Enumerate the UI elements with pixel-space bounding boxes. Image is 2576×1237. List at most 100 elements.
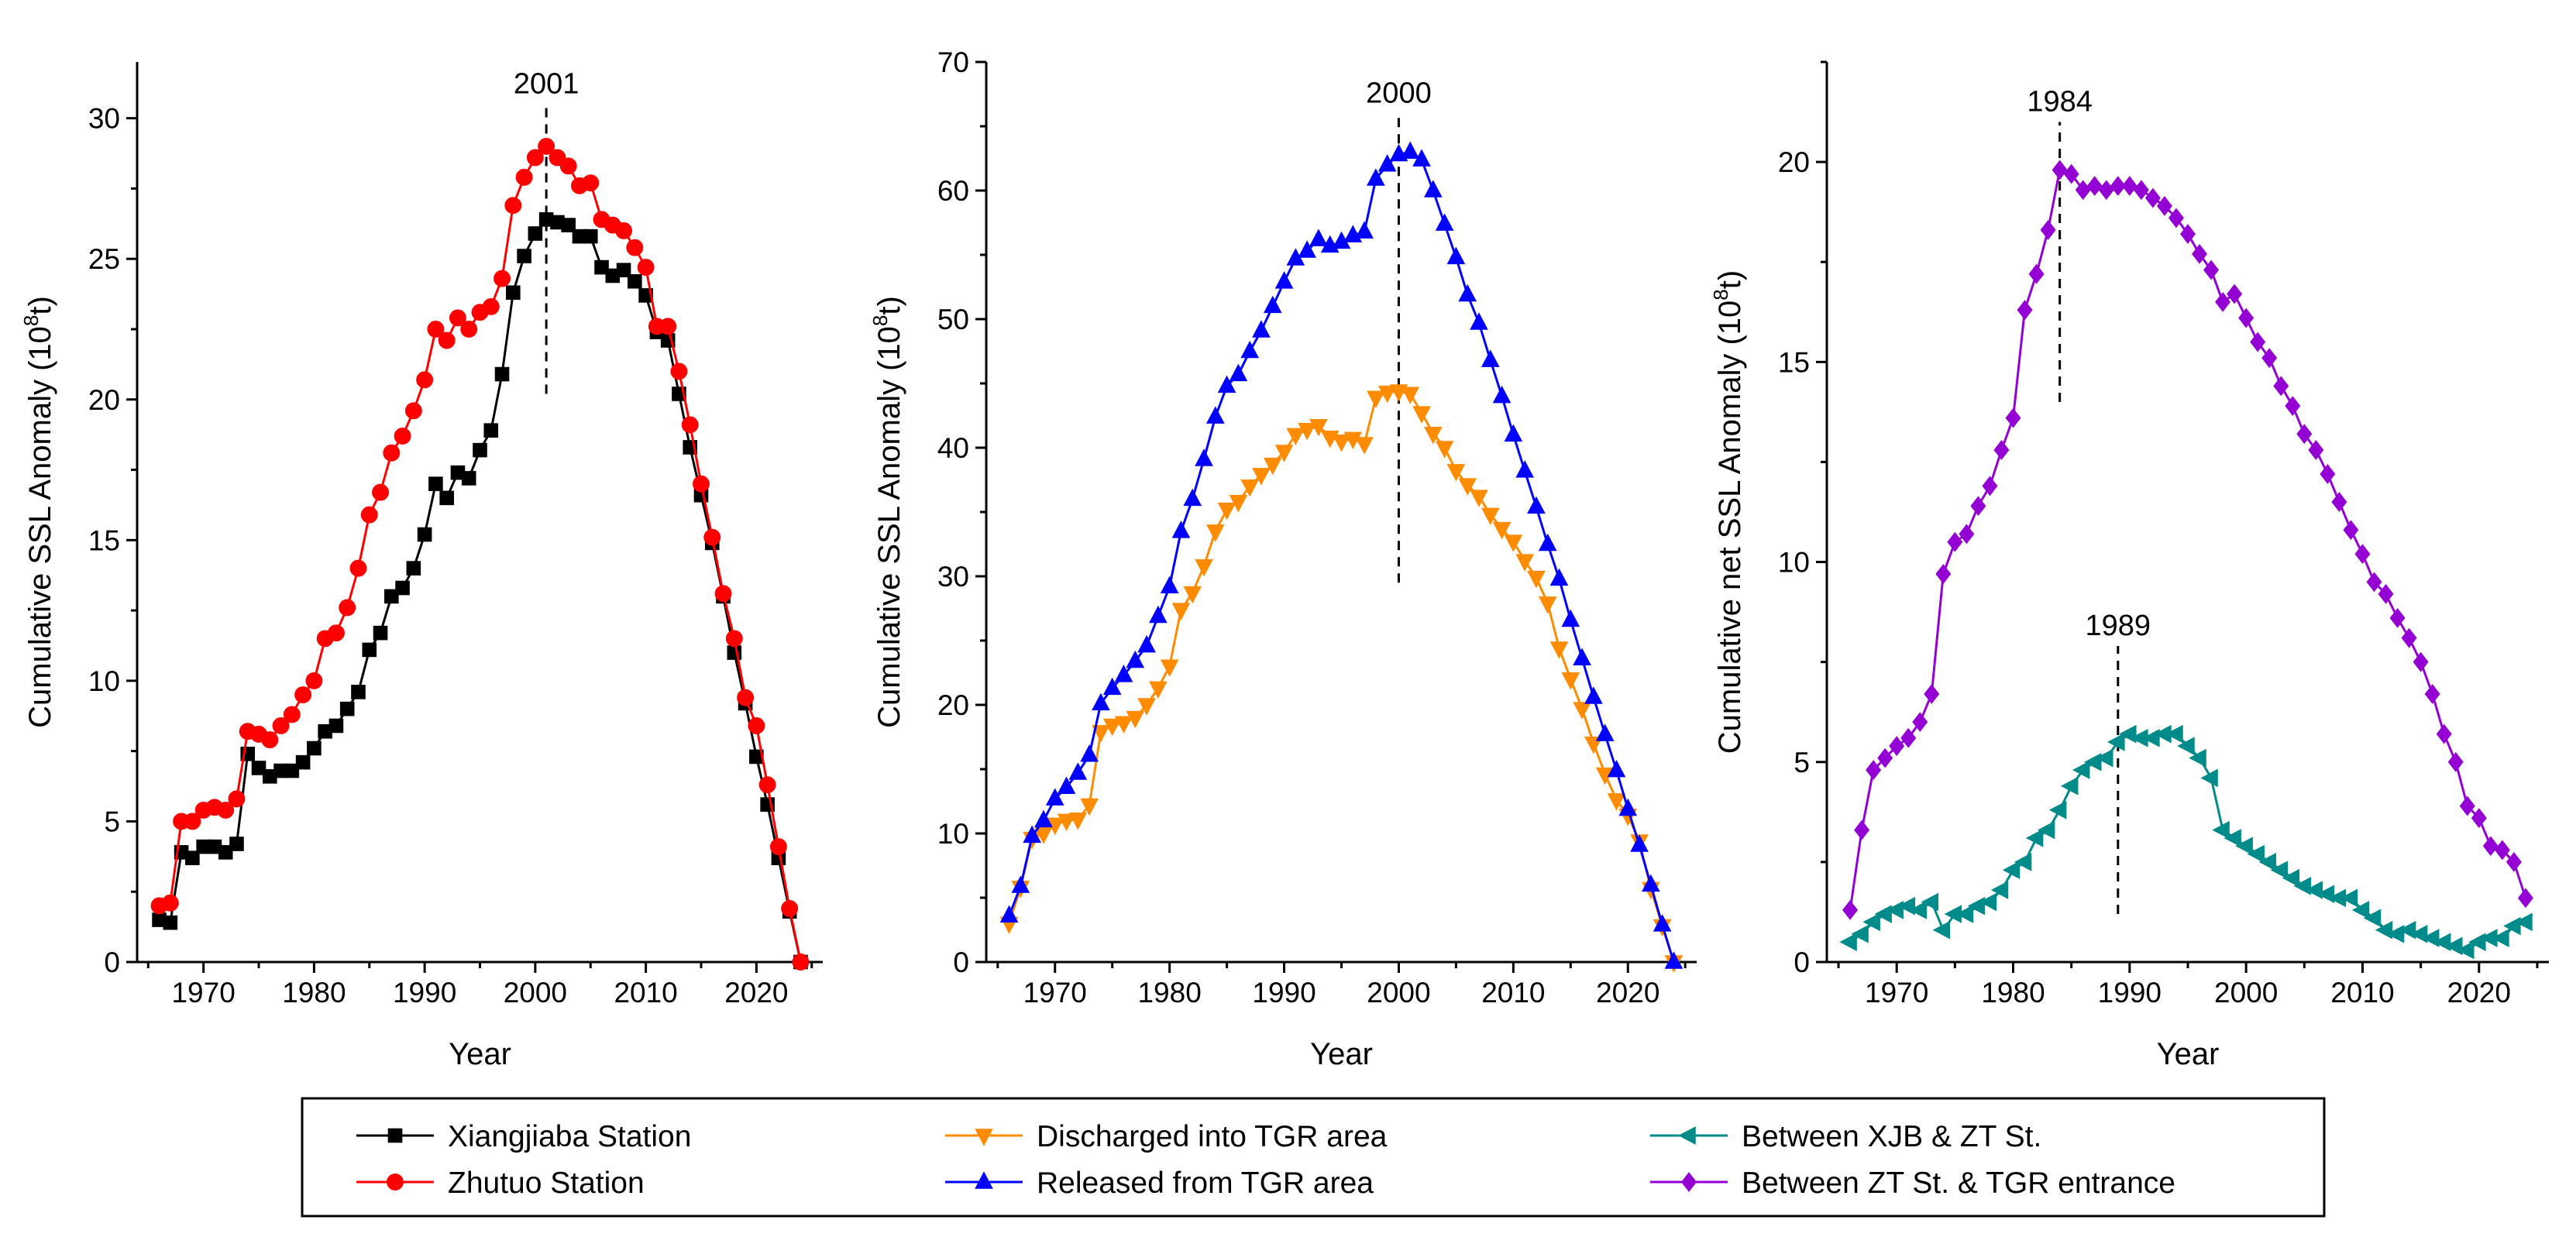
y-tick-label: 0 [104,947,120,978]
data-point [2098,180,2114,201]
data-point [460,321,478,338]
legend-marker [1681,1172,1697,1192]
data-point [1080,798,1099,816]
x-axis-label: Year [449,1037,511,1071]
data-point [1862,912,1880,932]
annotation-label: 1984 [2027,85,2093,118]
data-point [1538,533,1557,551]
data-point [416,371,434,389]
series-xiangjiaba-station [152,212,808,970]
data-point [1160,659,1179,677]
data-point [1947,531,1963,552]
x-tick-label: 2020 [1596,977,1659,1008]
data-point [583,229,598,244]
legend-label: Between ZT St. & TGR entrance [1742,1167,2175,1200]
x-tick-label: 1990 [1252,977,1316,1008]
data-point [229,837,244,851]
data-point [748,717,765,734]
data-point [1527,570,1546,589]
data-point [517,249,531,263]
data-point [1842,899,1859,920]
data-point [2215,291,2231,312]
data-point [2168,208,2184,229]
y-tick-label: 20 [937,689,969,721]
data-point [1900,727,1917,748]
data-point [438,332,456,349]
data-point [1102,677,1122,696]
data-point [2096,748,2113,768]
data-point [1435,441,1454,459]
data-point [2517,888,2533,909]
data-point [1367,168,1385,186]
y-tick-label: 15 [1778,346,1810,378]
legend-frame [301,1097,2326,1218]
x-tick-label: 1980 [1981,977,2045,1008]
data-point [1993,440,2010,460]
data-point [2378,583,2394,604]
data-point [2165,724,2183,744]
data-point [506,285,521,301]
data-point [1990,881,2009,899]
data-point [515,168,533,186]
data-point [693,475,710,493]
data-point [1195,558,1213,577]
data-point [2492,929,2509,947]
data-point [727,645,742,660]
series-line [1008,150,1675,963]
data-point [261,731,279,749]
y-axis-label: Cumulative SSL Anomaly (108t) [868,296,906,728]
data-point [295,754,311,770]
data-point [1481,507,1500,526]
y-axis-label: Cumulative net SSL Anomaly (108t) [1709,270,1747,754]
data-point [2413,651,2429,672]
x-tick-label: 1990 [2098,977,2162,1008]
y-tick-label: 50 [937,304,969,335]
data-point [2285,396,2301,417]
data-point [1412,149,1431,167]
x-tick-label: 2010 [2330,977,2394,1008]
data-point [2354,544,2371,565]
data-point [2261,348,2278,369]
annotation-label: 2001 [514,67,580,100]
data-point [1355,221,1374,239]
series-discharged-into-tgr-area [999,384,1684,973]
data-point [2424,684,2440,704]
data-point [1401,141,1420,159]
data-point [294,686,312,703]
data-point [1023,825,1041,844]
data-point [2238,308,2254,328]
data-point [1034,809,1053,828]
series-released-from-tgr-area [999,141,1684,969]
data-point [1584,686,1603,704]
data-point [395,580,410,596]
x-tick-label: 2020 [724,977,788,1008]
data-point [1921,892,1939,912]
legend-marker [975,1129,993,1146]
data-point [1068,762,1088,780]
data-point [1932,920,1951,940]
data-point [615,222,633,239]
data-point [1854,820,1870,840]
data-point [383,444,401,462]
x-tick-label: 1970 [1023,977,1087,1008]
data-point [1458,478,1477,496]
x-tick-label: 2000 [2214,977,2278,1008]
data-point [1183,488,1202,507]
data-point [616,263,631,278]
x-tick-label: 2000 [504,977,567,1008]
data-point [2189,748,2206,768]
annotation-label: 2000 [1366,77,1432,109]
x-tick-label: 2020 [2447,977,2511,1008]
data-point [637,259,655,277]
data-point [2060,776,2079,795]
legend-item: Zhutuo Station [356,1167,645,1200]
data-point [1664,951,1684,969]
data-point [1057,776,1076,794]
data-point [2457,940,2475,960]
data-point [2247,844,2265,864]
data-point [1481,349,1500,367]
data-point [1470,312,1488,330]
data-point [1149,605,1168,624]
legend-item: Between XJB & ZT St. [1650,1120,2041,1153]
